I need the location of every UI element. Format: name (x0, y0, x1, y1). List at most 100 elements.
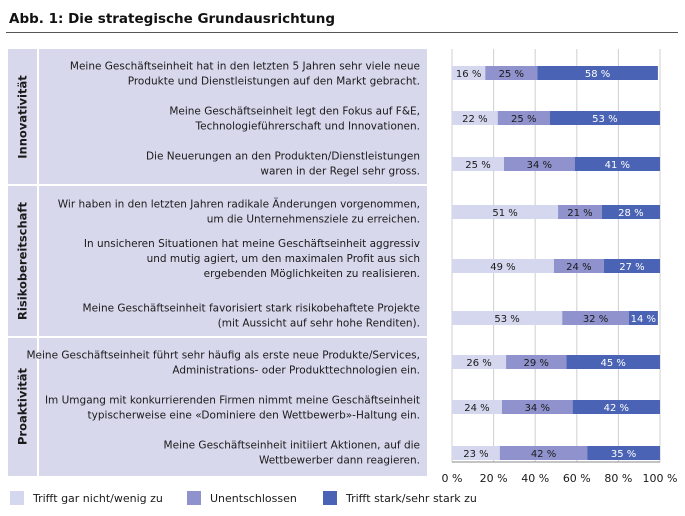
data-label: 16 % (456, 69, 481, 80)
bar-segment (485, 66, 538, 80)
category-label-line: Meine Geschäftseinheit favorisiert stark… (83, 303, 420, 315)
category-label-line: Meine Geschäftseinheit führt sehr häufig… (27, 350, 421, 362)
category-label-line: ergebenden Möglichkeiten zu realisieren. (204, 268, 420, 280)
data-label: 25 % (499, 69, 524, 80)
bar-segment (452, 111, 498, 125)
data-label: 35 % (611, 449, 636, 460)
bar-segment (601, 205, 660, 219)
legend-item-2: Trifft stark/sehr stark zu (323, 490, 477, 506)
data-label: 45 % (600, 358, 625, 369)
group-label: Proaktivität (16, 367, 30, 445)
data-label: 29 % (524, 358, 549, 369)
bar-segment (553, 259, 604, 273)
bar-segment (574, 157, 660, 171)
category-label-line: Meine Geschäftseinheit initiiert Aktione… (164, 440, 420, 452)
bar-segment (572, 400, 660, 414)
category-label: Meine Geschäftseinheit initiiert Aktione… (164, 440, 420, 467)
data-label: 42 % (604, 403, 629, 414)
data-label: 14 % (631, 314, 656, 325)
x-tick-label: 80 % (604, 472, 632, 485)
category-label: Im Umgang mit konkurrierenden Firmen nim… (45, 395, 420, 422)
x-tick-label: 40 % (521, 472, 549, 485)
data-label: 26 % (466, 358, 491, 369)
bar-segment (558, 205, 602, 219)
group-panel (8, 49, 427, 185)
data-label: 27 % (619, 262, 644, 273)
group-panel (8, 185, 427, 337)
bar-segment (562, 311, 629, 325)
x-tick-label: 20 % (480, 472, 508, 485)
title-divider (6, 32, 678, 33)
data-label: 22 % (462, 114, 487, 125)
bar-segment (452, 446, 500, 460)
category-label-line: Die Neuerungen an den Produkten/Dienstle… (146, 151, 420, 163)
bar-segment (566, 355, 660, 369)
x-tick-label: 100 % (643, 472, 678, 485)
category-label: In unsicheren Situationen hat meine Gesc… (84, 238, 420, 280)
bar-segment (452, 66, 486, 80)
bar-segment (452, 157, 504, 171)
bar-segment (499, 446, 588, 460)
legend-swatch-0 (10, 491, 24, 505)
bar-segment (628, 311, 658, 325)
legend-label-0: Trifft gar nicht/wenig zu (33, 491, 163, 505)
category-label: Meine Geschäftseinheit führt sehr häufig… (27, 350, 421, 377)
category-label-line: Wir haben in den letzten Jahren radikale… (58, 198, 420, 211)
stacked-bar-chart: Innovativität Risikobereitschaft Proaktivi… (8, 49, 678, 485)
category-label-line: Meine Geschäftseinheit legt den Fokus au… (169, 106, 420, 118)
category-label-line: (mit Aussicht auf sehr hohe Renditen). (218, 318, 420, 330)
category-label-line: um die Unternehmensziele zu erreichen. (207, 214, 420, 226)
category-label-line: waren in der Regel sehr gross. (260, 166, 420, 178)
legend-swatch-2 (323, 491, 337, 505)
category-label-line: In unsicheren Situationen hat meine Gesc… (84, 238, 420, 250)
group-label: Innovativität (16, 75, 30, 159)
chart-title: Abb. 1: Die strategische Grundausrichtun… (9, 11, 336, 27)
data-label: 41 % (605, 160, 630, 171)
data-label: 53 % (494, 314, 519, 325)
data-label: 34 % (525, 403, 550, 414)
category-label-line: typischerweise eine «Dominiere den Wettb… (88, 410, 420, 422)
bar-segment (506, 355, 567, 369)
x-tick-label: 0 % (442, 472, 463, 485)
bar-segment (452, 311, 563, 325)
category-label: Meine Geschäftseinheit legt den Fokus au… (169, 106, 420, 133)
legend-swatch-1 (187, 491, 201, 505)
legend-label-1: Unentschlossen (210, 491, 297, 505)
bar-segment (537, 66, 658, 80)
category-label: Meine Geschäftseinheit hat in den letzte… (70, 61, 420, 88)
legend-label-2: Trifft stark/sehr stark zu (346, 491, 477, 505)
category-label-line: und mutig agiert, um den maximalen Profi… (147, 253, 420, 265)
bar-segment (497, 111, 550, 125)
data-label: 53 % (592, 114, 617, 125)
legend-item-0: Trifft gar nicht/wenig zu (10, 490, 163, 506)
bar-segment (549, 111, 660, 125)
category-label: Wir haben in den letzten Jahren radikale… (58, 198, 420, 226)
group-panel (8, 337, 427, 476)
bar-segment (603, 259, 660, 273)
data-label: 51 % (492, 208, 517, 219)
group-label: Risikobereitschaft (16, 202, 30, 320)
data-label: 23 % (463, 449, 488, 460)
data-label: 28 % (618, 208, 643, 219)
data-label: 24 % (464, 403, 489, 414)
legend-item-1: Unentschlossen (187, 490, 297, 506)
bar-segment (452, 400, 502, 414)
bar-segment (587, 446, 660, 460)
bar-segment (504, 157, 575, 171)
category-label-line: Technologieführerschaft und Innovationen… (194, 121, 420, 133)
data-label: 25 % (465, 160, 490, 171)
data-label: 21 % (567, 208, 592, 219)
data-label: 49 % (490, 262, 515, 273)
category-label-line: Meine Geschäftseinheit hat in den letzte… (70, 61, 420, 73)
category-label: Die Neuerungen an den Produkten/Dienstle… (146, 151, 420, 178)
data-label: 32 % (583, 314, 608, 325)
category-label: Meine Geschäftseinheit favorisiert stark… (83, 303, 420, 330)
data-label: 25 % (511, 114, 536, 125)
bar-segment (501, 400, 573, 414)
category-label-line: Produkte und Dienstleistungen auf den Ma… (128, 76, 420, 88)
data-label: 34 % (527, 160, 552, 171)
category-label-line: Im Umgang mit konkurrierenden Firmen nim… (45, 395, 420, 407)
bar-segment (452, 355, 507, 369)
data-label: 24 % (566, 262, 591, 273)
x-tick-label: 60 % (563, 472, 591, 485)
